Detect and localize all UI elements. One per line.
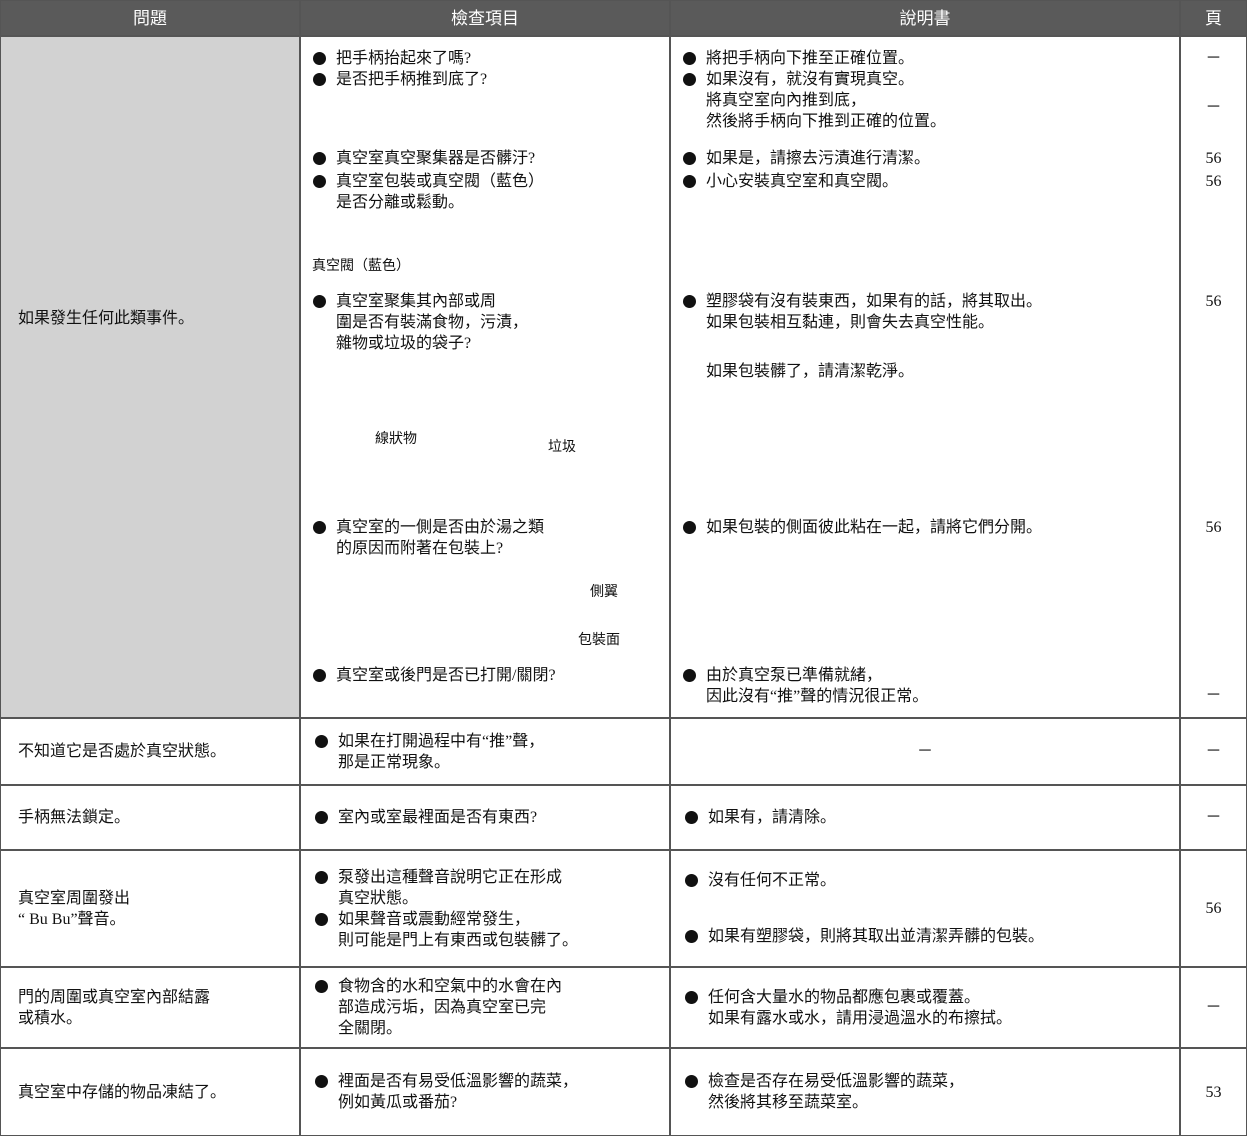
problem-text: 真空室周圍發出 “ Bu Bu”聲音。 [18,889,131,928]
problem-text: 門的周圍或真空室內部結露 或積水。 [18,988,211,1027]
header-cell: 問題 [0,0,300,36]
table-cell [670,718,1180,785]
check-item: 裡面是否有易受低溫影響的蔬菜， 例如黃瓜或番茄? [310,1071,660,1113]
figure-label: 側翼 [590,585,618,600]
page-number: 56 [1205,293,1222,310]
figure-label: 真空閥（藍色） [312,259,410,274]
table-cell [1180,718,1247,785]
table-cell [0,718,300,785]
check-item: 是否把手柄推到底了? [308,69,487,90]
check-cell: 裡面是否有易受低溫影響的蔬菜， 例如黃瓜或番茄? [300,1048,670,1136]
problem-cell: 真空室中存儲的物品凍結了。 [0,1048,300,1136]
check-item: 泵發出這種聲音說明它正在形成 真空狀態。 [310,867,660,909]
explanation-item: 由於真空泵已準備就緒， 因此沒有“推”聲的情況很正常。 [678,665,928,707]
problem-cell: 真空室周圍發出 “ Bu Bu”聲音。 [0,850,300,967]
page-cell: － [1180,967,1247,1048]
explanation-cell: 沒有任何不正常。 如果有塑膠袋，則將其取出並清潔弄髒的包裝。 [670,850,1180,967]
explanation-item: 塑膠袋有沒有裝東西，如果有的話，將其取出。 如果包裝相互黏連，則會失去真空性能。 [678,291,1042,333]
page-number: 56 [1205,900,1222,917]
check-item: 食物含的水和空氣中的水會在內 部造成污垢，因為真空室已完 全關閉。 [310,976,660,1039]
table-cell [0,785,300,850]
check-item: 如果在打開過程中有“推”聲， 那是正常現象。 [310,731,660,773]
check-item: 真空室真空聚集器是否髒汙? [308,148,535,169]
explanation-item: 如果包裝的側面彼此粘在一起，請將它們分開。 [678,517,1042,538]
table-cell [0,850,300,967]
explanation-cell: 如果有，請清除。 [670,785,1180,850]
explanation-item: 沒有任何不正常。 [680,870,1170,891]
explanation-item: 如果包裝髒了，請清潔乾淨。 [706,363,915,380]
explanation-item: 檢查是否存在易受低溫影響的蔬菜， 然後將其移至蔬菜室。 [680,1071,1170,1113]
table-cell [300,1048,670,1136]
explanation-item: 如果沒有，就沒有實現真空。 將真空室向內推到底， 然後將手柄向下推到正確的位置。 [678,69,946,132]
table-cell [300,850,670,967]
header-cell: 頁 [1180,0,1247,36]
page-cell: － [1180,718,1247,785]
check-cell: 泵發出這種聲音說明它正在形成 真空狀態。 如果聲音或震動經常發生， 則可能是門上有… [300,850,670,967]
page-number: － [1205,50,1222,67]
explanation-item: 小心安裝真空室和真空閥。 [678,171,898,192]
table-cell [670,1048,1180,1136]
check-item: 真空室的一側是否由於湯之類 的原因而附著在包裝上? [308,517,544,559]
table-cell [1180,36,1247,718]
problem-cell: 手柄無法鎖定。 [0,785,300,850]
header-cell: 檢查項目 [300,0,670,36]
table-cell [300,967,670,1048]
table-cell [0,1048,300,1136]
page-number: 53 [1205,1083,1222,1101]
page-cell: － [1180,785,1247,850]
table-cell [1180,1048,1247,1136]
explanation-cell: 任何含大量水的物品都應包裹或覆蓋。 如果有露水或水，請用浸過溫水的布擦拭。 [670,967,1180,1048]
problem-text: 如果發生任何此類事件。 [18,310,195,327]
check-item: 把手柄抬起來了嗎? [308,48,471,69]
table-cell [670,850,1180,967]
page-cell: 56 [1180,850,1247,967]
explanation-item: 將把手柄向下推至正確位置。 [678,48,914,69]
figure-label: 包裝面 [578,633,620,648]
problem-cell: 門的周圍或真空室內部結露 或積水。 [0,967,300,1048]
table-cell [0,967,300,1048]
explanation-item: 任何含大量水的物品都應包裹或覆蓋。 如果有露水或水，請用浸過溫水的布擦拭。 [680,987,1170,1029]
page-number: 56 [1205,519,1222,536]
explanation-item: 如果是，請擦去污漬進行清潔。 [678,148,930,169]
page-number: － [1205,99,1222,116]
header-cell: 說明書 [670,0,1180,36]
page-number: － [1205,743,1222,760]
problem-text: 真空室中存儲的物品凍結了。 [18,1083,227,1101]
explanation-item: － [916,743,933,760]
problem-text: 不知道它是否處於真空狀態。 [18,743,227,760]
table-cell [300,785,670,850]
page-number: － [1205,999,1222,1016]
page-number: － [1205,809,1222,826]
check-cell: 如果在打開過程中有“推”聲， 那是正常現象。 [300,718,670,785]
table-cell [670,36,1180,718]
check-item: 真空室聚集其內部或周 圍是否有裝滿食物，污漬， 雜物或垃圾的袋子? [308,291,528,354]
page-number: 56 [1205,150,1222,167]
table-cell [1180,850,1247,967]
explanation-cell: 檢查是否存在易受低溫影響的蔬菜， 然後將其移至蔬菜室。 [670,1048,1180,1136]
check-item: 如果聲音或震動經常發生， 則可能是門上有東西或包裝髒了。 [310,909,660,951]
check-item: 真空室包裝或真空閥（藍色） 是否分離或鬆動。 [308,171,544,213]
table-cell [1180,785,1247,850]
table-cell [1180,967,1247,1048]
explanation-item: 如果有，請清除。 [680,807,1170,828]
explanation-cell: － [670,718,1180,785]
figure-label: 線狀物 [375,432,417,447]
page-number: － [1205,687,1222,704]
check-cell: 室內或室最裡面是否有東西? [300,785,670,850]
page-number: 56 [1205,173,1222,190]
table-cell [300,36,670,718]
table-cell [300,718,670,785]
page-cell: 53 [1180,1048,1247,1136]
check-item: 真空室或後門是否已打開/關閉? [308,665,556,686]
problem-cell: 不知道它是否處於真空狀態。 [0,718,300,785]
table-cell [670,967,1180,1048]
table-cell [670,785,1180,850]
check-cell: 食物含的水和空氣中的水會在內 部造成污垢，因為真空室已完 全關閉。 [300,967,670,1048]
explanation-item: 如果有塑膠袋，則將其取出並清潔弄髒的包裝。 [680,926,1170,947]
table-cell [0,36,300,718]
figure-label: 垃圾 [548,440,576,455]
problem-text: 手柄無法鎖定。 [18,809,131,826]
check-item: 室內或室最裡面是否有東西? [310,807,660,828]
